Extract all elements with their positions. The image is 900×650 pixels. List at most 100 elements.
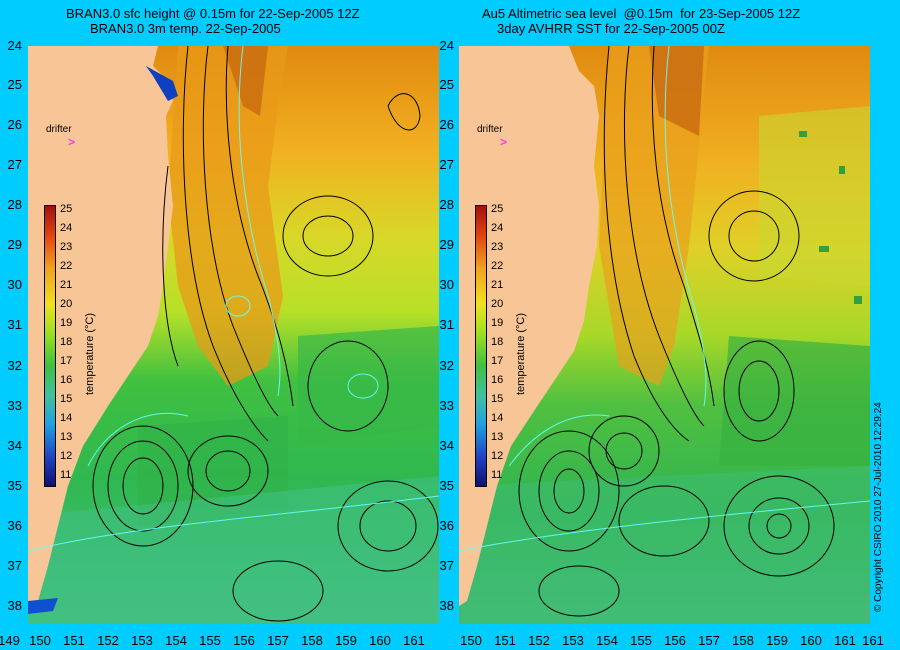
x-label: 158 (301, 633, 323, 648)
y-label: 25 (439, 77, 454, 92)
x-label: 155 (630, 633, 652, 648)
y-label: 29 (439, 237, 454, 252)
y-label: 27 (7, 157, 22, 172)
x-label: 150 (460, 633, 482, 648)
colorbar-label: 22 (60, 260, 73, 272)
y-label: 35 (439, 478, 454, 493)
y-label: 28 (7, 197, 22, 212)
x-label: 150 (29, 633, 51, 648)
x-label: 159 (335, 633, 357, 648)
x-label: 153 (131, 633, 153, 648)
x-label: 156 (233, 633, 255, 648)
colorbar-right (475, 205, 487, 487)
colorbar-label: 24 (60, 222, 73, 234)
y-label: 31 (439, 317, 454, 332)
colorbar-label: 18 (60, 336, 73, 348)
colorbar-label: 16 (60, 374, 73, 386)
colorbar-label: 25 (60, 203, 73, 215)
y-label: 27 (439, 157, 454, 172)
y-label: 29 (7, 237, 22, 252)
x-label: 161 (403, 633, 425, 648)
colorbar-label: 11 (60, 469, 72, 481)
y-label: 38 (7, 598, 22, 613)
colorbar-label: 25 (491, 203, 504, 215)
colorbar-label: 15 (60, 393, 73, 405)
colorbar-label: 12 (60, 450, 73, 462)
colorbar-label: 12 (491, 450, 504, 462)
x-label: 153 (562, 633, 584, 648)
colorbar-label: 16 (491, 374, 504, 386)
colorbar-left-title: temperature (°C) (84, 312, 96, 395)
y-label: 36 (439, 518, 454, 533)
drifter-label-right: drifter (477, 124, 503, 135)
colorbar-label: 11 (491, 469, 503, 481)
y-label: 38 (439, 598, 454, 613)
colorbar-label: 23 (491, 241, 504, 253)
y-label: 32 (439, 358, 454, 373)
x-label: 155 (199, 633, 221, 648)
drifter-arrow-left: > (68, 135, 76, 149)
y-label: 26 (7, 117, 22, 132)
colorbar-label: 13 (491, 431, 504, 443)
colorbar-label: 20 (491, 298, 504, 310)
x-label: 154 (596, 633, 618, 648)
colorbar-left (44, 205, 56, 487)
y-label: 31 (7, 317, 22, 332)
x-label: 160 (800, 633, 822, 648)
x-label: 151 (494, 633, 516, 648)
colorbar-label: 15 (491, 393, 504, 405)
right-title-line1: Au5 Altimetric sea level @0.15m for 23-S… (482, 6, 801, 21)
copyright-text: © Copyright CSIRO 2010 27-Jul-2010 12:29… (873, 402, 884, 612)
y-label: 37 (439, 558, 454, 573)
right-map-panel (459, 46, 870, 624)
x-label: 154 (165, 633, 187, 648)
x-label: 161 (834, 633, 856, 648)
y-label: 28 (439, 197, 454, 212)
colorbar-label: 20 (60, 298, 73, 310)
x-label: 157 (267, 633, 289, 648)
colorbar-label: 24 (491, 222, 504, 234)
colorbar-label: 17 (491, 355, 504, 367)
right-title-line2: 3day AVHRR SST for 22-Sep-2005 00Z (497, 21, 725, 36)
x-label: 152 (528, 633, 550, 648)
y-label: 24 (7, 38, 22, 53)
colorbar-label: 17 (60, 355, 73, 367)
colorbar-label: 19 (60, 317, 73, 329)
y-label: 36 (7, 518, 22, 533)
left-title-line2: BRAN3.0 3m temp. 22-Sep-2005 (90, 21, 281, 36)
colorbar-label: 23 (60, 241, 73, 253)
x-label: 156 (664, 633, 686, 648)
australia-land (459, 46, 599, 606)
colorbar-label: 18 (491, 336, 504, 348)
x-label: 158 (732, 633, 754, 648)
x-label: 157 (698, 633, 720, 648)
y-label: 25 (7, 77, 22, 92)
y-label: 37 (7, 558, 22, 573)
x-label: 161 (862, 633, 884, 648)
colorbar-label: 21 (491, 279, 504, 291)
drifter-label-left: drifter (46, 124, 72, 135)
x-label: 149 (0, 633, 20, 648)
colorbar-label: 19 (491, 317, 504, 329)
left-title-line1: BRAN3.0 sfc height @ 0.15m for 22-Sep-20… (66, 6, 360, 21)
x-label: 152 (97, 633, 119, 648)
y-label: 33 (7, 398, 22, 413)
y-label: 24 (439, 38, 454, 53)
y-label: 34 (439, 438, 454, 453)
y-label: 35 (7, 478, 22, 493)
australia-land (28, 46, 173, 606)
y-label: 33 (439, 398, 454, 413)
colorbar-label: 14 (60, 412, 73, 424)
colorbar-label: 21 (60, 279, 73, 291)
x-label: 151 (63, 633, 85, 648)
colorbar-right-title: temperature (°C) (515, 312, 527, 395)
y-label: 30 (439, 277, 454, 292)
y-label: 26 (439, 117, 454, 132)
colorbar-label: 13 (60, 431, 73, 443)
x-label: 160 (369, 633, 391, 648)
left-map-panel (28, 46, 439, 624)
colorbar-label: 22 (491, 260, 504, 272)
drifter-arrow-right: > (500, 135, 508, 149)
y-label: 30 (7, 277, 22, 292)
colorbar-label: 14 (491, 412, 504, 424)
